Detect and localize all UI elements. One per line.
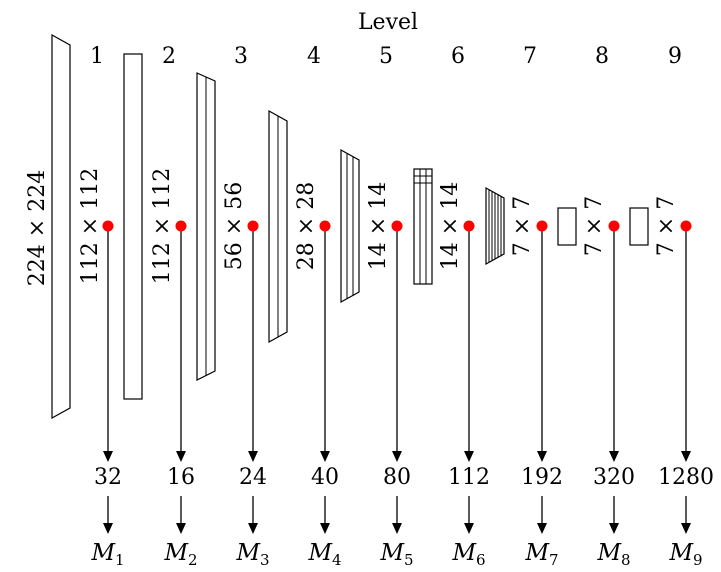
feature-size-label: 7 × 7 bbox=[582, 196, 607, 256]
tap-point bbox=[463, 220, 475, 232]
feature-block bbox=[413, 168, 433, 285]
arrow-head bbox=[248, 523, 258, 534]
arrow-head bbox=[537, 451, 547, 462]
model-label: M5 bbox=[379, 540, 413, 569]
level-number: 4 bbox=[307, 44, 321, 69]
arrow-head bbox=[392, 523, 402, 534]
input-block bbox=[51, 33, 71, 420]
channel-count: 1280 bbox=[658, 465, 714, 490]
feature-size-label: 7 × 7 bbox=[654, 196, 679, 256]
feature-block bbox=[123, 53, 143, 400]
tap-point bbox=[536, 220, 548, 232]
level-8: 8 7 × 7 bbox=[582, 44, 649, 256]
tap-point bbox=[391, 220, 403, 232]
arrow-head bbox=[537, 523, 547, 534]
channel-count: 192 bbox=[521, 465, 563, 490]
level-2: 2 112 × 112 bbox=[150, 44, 216, 381]
level-number: 8 bbox=[595, 44, 609, 69]
model-label: M7 bbox=[524, 540, 558, 569]
arrow-head bbox=[176, 451, 186, 462]
feature-size-label: 14 × 14 bbox=[438, 182, 463, 270]
feature-block bbox=[557, 207, 577, 246]
model-label: M2 bbox=[163, 540, 197, 569]
model-label: M9 bbox=[668, 540, 702, 569]
level-3: 3 56 × 56 bbox=[222, 44, 288, 344]
level-5: 5 14 × 14 bbox=[366, 44, 433, 285]
level-number: 9 bbox=[668, 44, 682, 69]
level-6: 6 14 × 14 bbox=[438, 44, 505, 270]
arrow-head bbox=[320, 523, 330, 534]
level-4: 4 28 × 28 bbox=[294, 44, 360, 304]
tap-point bbox=[680, 220, 692, 232]
channel-count: 32 bbox=[94, 465, 122, 490]
feature-block bbox=[340, 148, 360, 304]
feature-block bbox=[196, 72, 216, 381]
channel-count: 24 bbox=[239, 465, 267, 490]
feature-size-label: 7 × 7 bbox=[510, 196, 535, 256]
channel-count: 80 bbox=[383, 465, 411, 490]
feature-size-label: 112 × 112 bbox=[78, 168, 103, 284]
level-number: 3 bbox=[234, 44, 248, 69]
arrow-head bbox=[681, 523, 691, 534]
feature-block bbox=[629, 207, 649, 246]
feature-size-label: 28 × 28 bbox=[294, 182, 319, 270]
model-label: M8 bbox=[596, 540, 630, 569]
feature-block bbox=[268, 109, 288, 344]
model-label: M6 bbox=[451, 540, 485, 569]
channel-count: 40 bbox=[311, 465, 339, 490]
arrow-head bbox=[609, 523, 619, 534]
tap-point bbox=[319, 220, 331, 232]
tap-point bbox=[102, 220, 114, 232]
arrow-head bbox=[392, 451, 402, 462]
channel-count: 112 bbox=[448, 465, 490, 490]
level-number: 7 bbox=[523, 44, 537, 69]
arrow-head bbox=[103, 523, 113, 534]
level-number: 5 bbox=[379, 44, 393, 69]
arrow-head bbox=[464, 451, 474, 462]
model-label: M3 bbox=[235, 540, 269, 569]
tap-point bbox=[175, 220, 187, 232]
arrow-head bbox=[609, 451, 619, 462]
channel-count: 16 bbox=[167, 465, 195, 490]
feature-size-label: 112 × 112 bbox=[150, 168, 175, 284]
level-9: 9 7 × 7 bbox=[654, 44, 682, 256]
arrow-head bbox=[176, 523, 186, 534]
arrow-head bbox=[320, 451, 330, 462]
feature-size-label: 14 × 14 bbox=[366, 182, 391, 270]
tap-point bbox=[247, 220, 259, 232]
input-size-label: 224 × 224 bbox=[25, 170, 50, 286]
level-number: 6 bbox=[451, 44, 465, 69]
channel-count: 320 bbox=[593, 465, 635, 490]
title-level: Level bbox=[358, 10, 418, 35]
level-7: 7 7 × 7 bbox=[510, 44, 577, 256]
model-label: M1 bbox=[90, 540, 124, 569]
feature-size-label: 56 × 56 bbox=[222, 182, 247, 270]
tap-point bbox=[608, 220, 620, 232]
tap-outputs: 32 M1 16 M2 24 M3 40 M4 80 M5 112 M6 192 M7 320 M8 1280 M… bbox=[90, 220, 714, 569]
model-label: M4 bbox=[307, 540, 341, 569]
feature-block bbox=[485, 186, 505, 266]
arrow-head bbox=[464, 523, 474, 534]
level-number: 1 bbox=[90, 44, 104, 69]
level-1: 1 112 × 112 bbox=[78, 44, 143, 400]
arrow-head bbox=[103, 451, 113, 462]
arrow-head bbox=[681, 451, 691, 462]
arrow-head bbox=[248, 451, 258, 462]
level-number: 2 bbox=[162, 44, 176, 69]
